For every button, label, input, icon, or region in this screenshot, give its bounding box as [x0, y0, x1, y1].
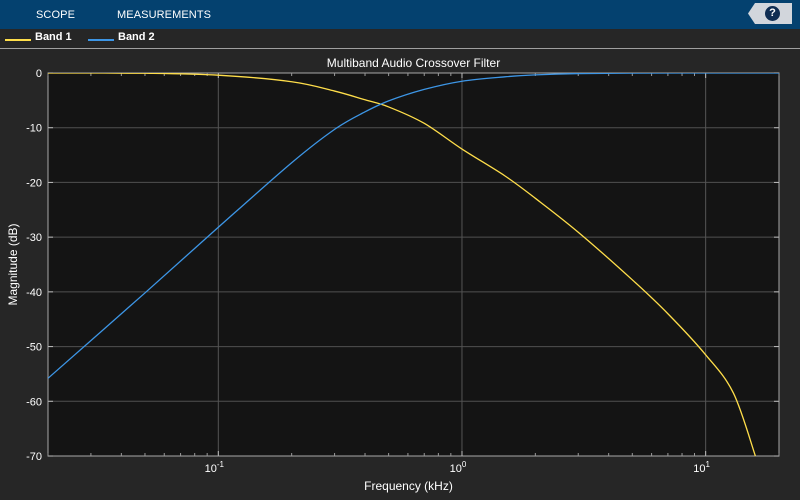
legend-swatch-band-2	[88, 39, 114, 41]
x-axis-label: Frequency (kHz)	[364, 479, 453, 493]
x-tick-label: 10-1	[205, 460, 225, 475]
y-tick-label: 0	[36, 68, 42, 80]
y-tick-label: -10	[26, 123, 42, 135]
tab-scope[interactable]: SCOPE	[36, 9, 76, 21]
help-button-container: ?	[748, 3, 792, 24]
y-tick-label: -30	[26, 232, 42, 244]
plot-border	[47, 72, 780, 457]
toolstrip: SCOPE MEASUREMENTS ?	[0, 0, 800, 29]
plot-area	[48, 73, 779, 456]
legend-label-band-1: Band 1	[35, 31, 72, 43]
legend-item-band-1[interactable]: Band 1	[0, 29, 80, 49]
legend-swatch-band-1	[5, 39, 31, 41]
y-axis-label: Magnitude (dB)	[6, 223, 20, 305]
series-line-band-1	[48, 73, 757, 457]
legend: Band 1 Band 2	[0, 29, 800, 49]
chart: 0 -10 -20 -30 -40 -50 -60 -70 10-1 100 101 Multiban…	[6, 56, 780, 493]
chart-title: Multiband Audio Crossover Filter	[327, 56, 500, 70]
y-tick-label: -40	[26, 287, 42, 299]
legend-label-band-2: Band 2	[118, 31, 155, 43]
x-tick-label: 100	[450, 460, 467, 475]
legend-item-band-2[interactable]: Band 2	[83, 29, 163, 49]
y-tick-label: -50	[26, 342, 42, 354]
series-line-band-2	[48, 73, 779, 379]
y-tick-label: -20	[26, 177, 42, 189]
help-icon[interactable]: ?	[765, 6, 780, 21]
x-tick-label: 101	[693, 460, 710, 475]
legend-divider	[0, 48, 800, 49]
y-tick-label: -70	[26, 451, 42, 463]
tab-measurements[interactable]: MEASUREMENTS	[117, 9, 212, 21]
y-tick-label: -60	[26, 396, 42, 408]
